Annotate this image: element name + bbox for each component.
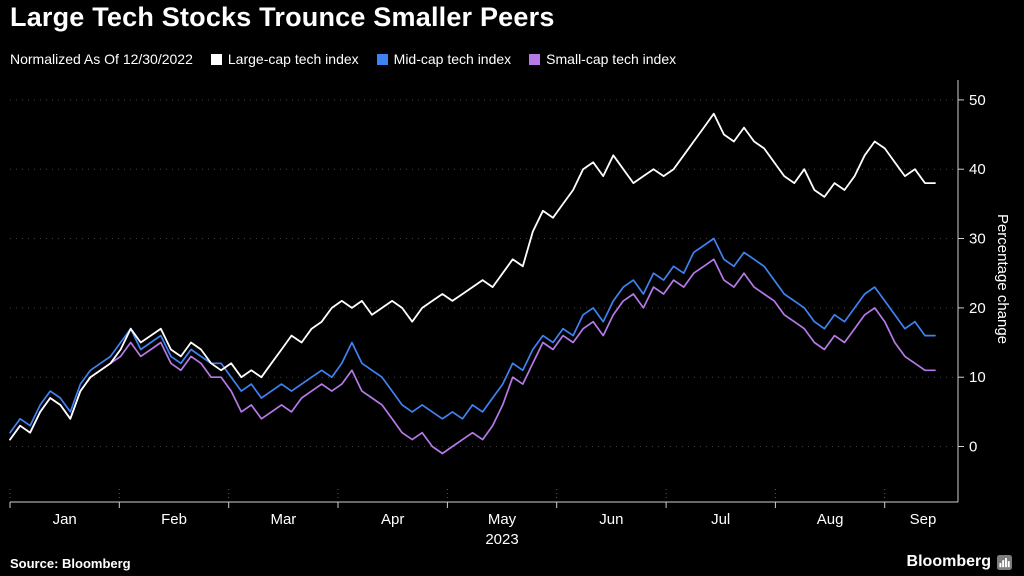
y-tick-label: 0 <box>969 439 977 456</box>
line-chart: 0 10 20 30 40 50 Jan Feb Mar Apr May Jun Jul Aug Sep 20… <box>8 74 1018 550</box>
legend-label-small-cap: Small-cap tech index <box>546 51 677 67</box>
legend-label-mid-cap: Mid-cap tech index <box>393 51 512 67</box>
bloomberg-terminal-icon <box>997 554 1012 570</box>
x-tick-label: Sep <box>910 511 937 528</box>
x-tick-label: Jan <box>53 511 77 528</box>
bloomberg-brand: Bloomberg <box>907 553 1012 571</box>
series-line-2 <box>9 258 936 455</box>
legend: Normalized As Of 12/30/2022 Large-cap te… <box>10 51 676 67</box>
legend-swatch-small-cap <box>529 53 541 65</box>
series-line-0 <box>9 112 936 441</box>
y-axis-title: Percentage change <box>994 214 1011 344</box>
legend-label-large-cap: Large-cap tech index <box>227 51 359 67</box>
legend-item-mid-cap: Mid-cap tech index <box>376 51 512 67</box>
y-tick-label: 20 <box>969 300 986 317</box>
source-note: Source: Bloomberg <box>10 556 131 571</box>
x-tick-label: Mar <box>270 511 296 528</box>
x-axis-year-label: 2023 <box>485 531 518 548</box>
x-tick-label: Apr <box>381 511 404 528</box>
legend-note: Normalized As Of 12/30/2022 <box>10 51 193 67</box>
page-title: Large Tech Stocks Trounce Smaller Peers <box>10 2 555 32</box>
y-tick-label: 40 <box>969 161 986 178</box>
x-tick-label: Jul <box>711 511 730 528</box>
legend-swatch-mid-cap <box>376 53 388 65</box>
x-tick-label: Jun <box>599 511 623 528</box>
bloomberg-wordmark: Bloomberg <box>906 553 991 570</box>
y-tick-label: 30 <box>969 231 986 248</box>
y-tick-label: 50 <box>969 92 986 109</box>
legend-item-small-cap: Small-cap tech index <box>529 51 676 67</box>
y-tick-label: 10 <box>969 369 986 386</box>
x-tick-label: Feb <box>161 511 187 528</box>
legend-swatch-large-cap <box>210 53 222 65</box>
series-line-1 <box>9 237 936 434</box>
legend-item-large-cap: Large-cap tech index <box>210 51 359 67</box>
x-tick-label: May <box>488 511 517 528</box>
x-tick-label: Aug <box>817 511 844 528</box>
chart-canvas: 0 10 20 30 40 50 Jan Feb Mar Apr May Jun Jul Aug Sep 20… <box>9 80 1011 548</box>
